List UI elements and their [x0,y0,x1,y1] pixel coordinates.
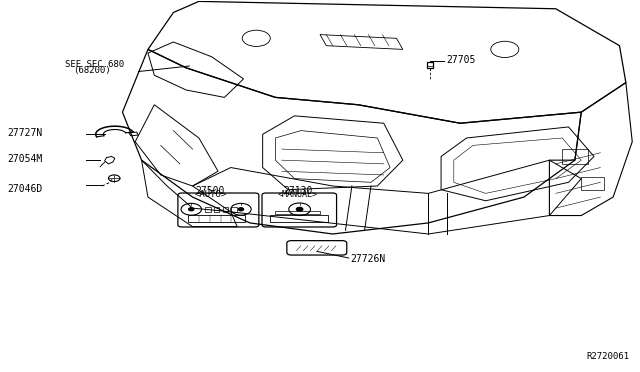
Text: 27054M: 27054M [8,154,43,164]
Bar [214,208,220,212]
Text: SEE SEC.680: SEE SEC.680 [65,60,124,69]
Bar [270,215,328,222]
Text: 27046D: 27046D [8,184,43,194]
Text: (68200): (68200) [74,66,111,75]
Bar [581,177,604,190]
Circle shape [239,208,244,211]
Text: 27726N: 27726N [351,254,386,264]
Text: 27727N: 27727N [8,128,43,138]
Circle shape [296,208,303,211]
Bar [205,208,211,212]
Bar [188,215,246,222]
Text: 27705: 27705 [446,55,476,65]
Text: R2720061: R2720061 [586,352,629,361]
Text: <MANUAL>: <MANUAL> [278,190,317,199]
Text: 27500: 27500 [196,186,225,196]
Text: 27130: 27130 [283,186,312,196]
Text: <AUTO>: <AUTO> [195,190,227,199]
Bar [275,211,320,214]
Bar [427,62,433,68]
Circle shape [189,208,194,211]
Bar [562,149,588,164]
Bar [223,208,228,212]
Bar [231,208,237,212]
